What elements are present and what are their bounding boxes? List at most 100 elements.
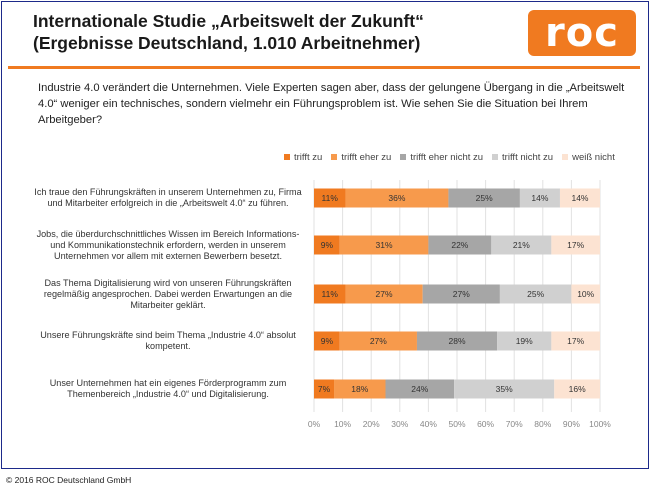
bar-segment bbox=[314, 284, 346, 304]
category-label-line: Unternehmen vor allem mit externen Bewer… bbox=[54, 250, 282, 261]
title-line-2: (Ergebnisse Deutschland, 1.010 Arbeitneh… bbox=[33, 33, 421, 53]
data-label: 25% bbox=[527, 289, 544, 299]
category-label-line: und Kommunikationstechnik erfordern, wer… bbox=[50, 239, 286, 250]
page-title: Internationale Studie „Arbeitswelt der Z… bbox=[33, 10, 503, 54]
x-tick-label: 50% bbox=[448, 419, 465, 429]
legend-label: weiß nicht bbox=[572, 151, 615, 163]
bar-segment bbox=[448, 188, 520, 208]
bar-segment bbox=[571, 284, 600, 304]
legend-item: trifft zu bbox=[284, 152, 322, 163]
data-label: 14% bbox=[531, 193, 548, 203]
category-label: Ich traue den Führungskräften in unserem… bbox=[30, 187, 306, 209]
roc-logo: roc bbox=[528, 10, 636, 56]
bar-segment bbox=[334, 379, 386, 399]
x-tick-label: 70% bbox=[506, 419, 523, 429]
bar-segment bbox=[314, 331, 340, 351]
data-label: 11% bbox=[322, 289, 339, 299]
legend-item: trifft eher zu bbox=[331, 152, 391, 163]
bar-segment bbox=[454, 379, 555, 399]
category-label-line: Das Thema Digitalisierung wird von unser… bbox=[44, 277, 292, 288]
bar-segment bbox=[385, 379, 455, 399]
data-label: 25% bbox=[476, 193, 493, 203]
legend-item: trifft eher nicht zu bbox=[400, 152, 483, 163]
data-label: 27% bbox=[376, 289, 393, 299]
legend-label: trifft zu bbox=[294, 151, 323, 163]
data-label: 36% bbox=[388, 193, 405, 203]
bar-segment bbox=[314, 235, 340, 255]
data-label: 10% bbox=[577, 289, 594, 299]
category-label: Unsere Führungskräfte sind beim Thema „I… bbox=[30, 330, 306, 352]
legend-swatch bbox=[400, 154, 407, 160]
data-label: 17% bbox=[567, 336, 584, 346]
data-label: 31% bbox=[376, 240, 393, 250]
category-label: Unser Unternehmen hat ein eigenes Förder… bbox=[30, 378, 306, 400]
legend-label: trifft eher nicht zu bbox=[410, 151, 484, 163]
data-label: 21% bbox=[513, 240, 530, 250]
category-label: Das Thema Digitalisierung wird von unser… bbox=[30, 278, 306, 311]
bar-segment bbox=[559, 188, 600, 208]
category-label-line: Jobs, die überdurchschnittliches Wissen … bbox=[36, 228, 300, 239]
category-label-line: Themenbereich „Industrie 4.0“ und Digita… bbox=[67, 389, 269, 399]
data-label: 9% bbox=[321, 240, 334, 250]
bar-segment bbox=[519, 188, 560, 208]
legend-label: trifft eher zu bbox=[341, 151, 392, 163]
bar-segment bbox=[428, 235, 492, 255]
bar-segment bbox=[314, 379, 335, 399]
x-tick-label: 40% bbox=[420, 419, 437, 429]
x-tick-label: 100% bbox=[589, 419, 611, 429]
data-label: 17% bbox=[567, 240, 584, 250]
bar-segment bbox=[314, 188, 346, 208]
title-line-1: Internationale Studie „Arbeitswelt der Z… bbox=[33, 11, 424, 31]
legend-item: weiß nicht bbox=[562, 152, 615, 163]
bar-segment bbox=[339, 235, 429, 255]
legend-swatch bbox=[284, 154, 290, 160]
stacked-bar-chart: 0% 10% 20% 30% 40% 50% 60% 70% 80% 90% 100% 11% 36% 2… bbox=[308, 180, 611, 429]
data-label: 14% bbox=[571, 193, 588, 203]
data-label: 35% bbox=[496, 384, 513, 394]
bar-segment bbox=[551, 235, 600, 255]
bar-segment bbox=[497, 331, 552, 351]
legend-item: trifft nicht zu bbox=[492, 152, 553, 163]
bar-segment bbox=[339, 331, 417, 351]
data-label: 27% bbox=[370, 336, 387, 346]
copyright-footer: © 2016 ROC Deutschland GmbH bbox=[6, 475, 132, 485]
data-label: 9% bbox=[321, 336, 334, 346]
bar-segment bbox=[551, 331, 600, 351]
data-label: 18% bbox=[351, 384, 368, 394]
category-label-line: kompetent. bbox=[145, 341, 191, 351]
data-label: 11% bbox=[322, 193, 339, 203]
x-tick-label: 60% bbox=[477, 419, 494, 429]
bar-segment bbox=[345, 284, 423, 304]
legend-swatch bbox=[492, 154, 499, 160]
bar-segment bbox=[416, 331, 498, 351]
data-label: 16% bbox=[569, 384, 586, 394]
data-label: 7% bbox=[318, 384, 331, 394]
bar-segment bbox=[345, 188, 449, 208]
x-tick-label: 10% bbox=[334, 419, 351, 429]
category-label-line: Unser Unternehmen hat ein eigenes Förder… bbox=[49, 378, 287, 388]
survey-question: Industrie 4.0 verändert die Unternehmen.… bbox=[38, 82, 625, 126]
title-divider bbox=[8, 66, 640, 69]
x-tick-label: 0% bbox=[308, 419, 321, 429]
slide-frame bbox=[1, 1, 649, 469]
bar-segment bbox=[499, 284, 572, 304]
category-label: Jobs, die überdurchschnittliches Wissen … bbox=[30, 229, 306, 262]
legend-swatch bbox=[331, 154, 338, 160]
data-label: 24% bbox=[411, 384, 428, 394]
category-label-line: Mitarbeiter geklärt. bbox=[130, 299, 206, 310]
chart-legend: trifft zu trifft eher zu trifft eher nicht… bbox=[284, 150, 624, 164]
data-label: 28% bbox=[448, 336, 465, 346]
x-tick-label: 80% bbox=[534, 419, 551, 429]
legend-swatch bbox=[562, 154, 569, 160]
category-label-line: Ich traue den Führungskräften in unserem… bbox=[34, 187, 302, 197]
category-label-line: Unsere Führungskräfte sind beim Thema „I… bbox=[40, 330, 296, 340]
bar-segment bbox=[491, 235, 552, 255]
data-label: 27% bbox=[453, 289, 470, 299]
category-label-line: und Mitarbeiter erfolgreich in die „Arbe… bbox=[47, 198, 289, 208]
x-tick-label: 90% bbox=[563, 419, 580, 429]
data-label: 19% bbox=[516, 336, 533, 346]
bar-segment bbox=[422, 284, 500, 304]
x-tick-label: 20% bbox=[363, 419, 380, 429]
legend-label: trifft nicht zu bbox=[502, 151, 554, 163]
category-label-line: regelmäßig angesprochen. Dabei werden Er… bbox=[43, 288, 293, 299]
